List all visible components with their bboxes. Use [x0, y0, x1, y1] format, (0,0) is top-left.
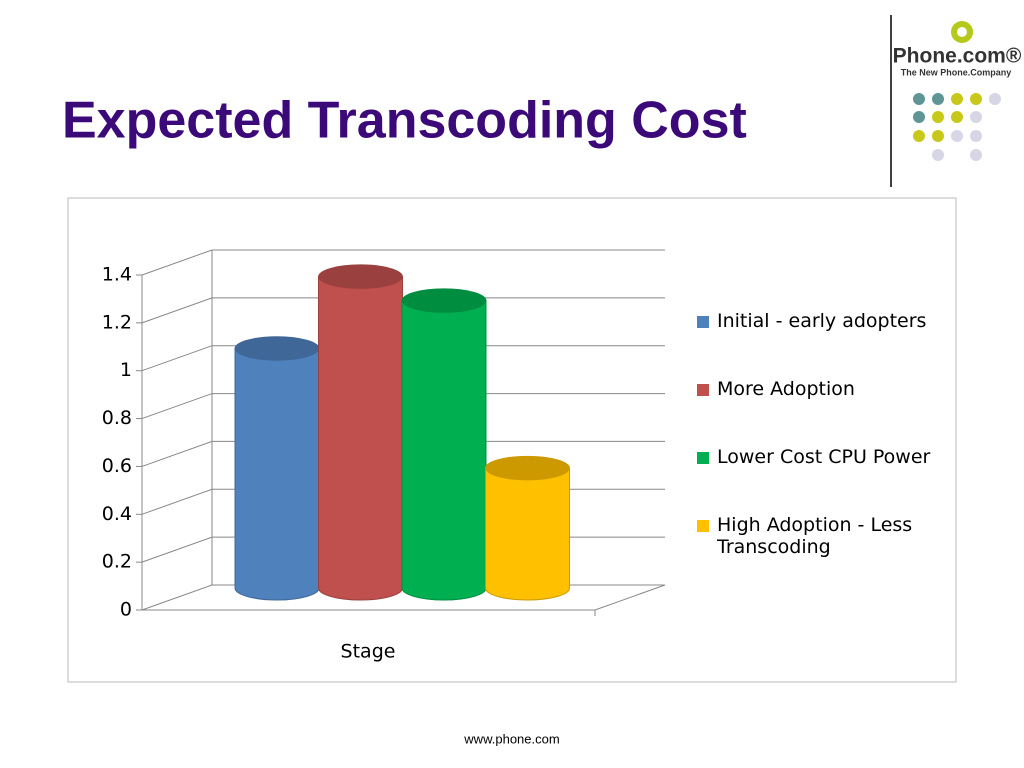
- bar-group: [318, 264, 403, 601]
- bar-top: [402, 288, 486, 313]
- y-tick-label: 1.2: [102, 311, 132, 333]
- bar: [234, 336, 320, 601]
- legend-label: Lower Cost CPU Power: [717, 446, 931, 468]
- legend-item: Lower Cost CPU Power: [697, 446, 952, 514]
- logo-name: Phone.com®: [893, 45, 1022, 68]
- grid-line: [141, 249, 665, 276]
- bar-group: [485, 455, 570, 601]
- grid-line: [141, 440, 665, 467]
- bar-top: [318, 264, 403, 289]
- grid-line: [141, 345, 665, 372]
- bar: [318, 264, 403, 601]
- logo-dots: [913, 93, 1001, 161]
- legend-item: High Adoption - Less Transcoding: [697, 514, 952, 582]
- logo-icon: [957, 27, 967, 37]
- y-tick-label: 0.2: [102, 551, 132, 573]
- y-tick-label: 0.4: [102, 503, 132, 525]
- y-tick-label: 0.8: [102, 407, 132, 429]
- legend: Initial - early adopters More Adoption Low…: [697, 310, 952, 582]
- legend-item: More Adoption: [697, 378, 952, 446]
- y-tick-label: 1.4: [102, 264, 132, 286]
- bar: [401, 288, 487, 601]
- legend-label: More Adoption: [717, 378, 855, 400]
- y-tick-label: 1: [120, 359, 132, 381]
- y-tick-label: 0: [120, 599, 132, 621]
- footer: www.phone.com: [463, 731, 559, 746]
- legend-label: High Adoption - Less Transcoding: [717, 514, 913, 558]
- y-tick-label: 0.6: [102, 455, 132, 477]
- logo-tagline: The New Phone.Company: [901, 67, 1012, 77]
- bar-group: [234, 336, 320, 601]
- legend-swatch: [697, 316, 709, 328]
- legend-swatch: [697, 452, 709, 464]
- grid-line: [141, 297, 665, 324]
- bar-top: [235, 336, 319, 361]
- bar-top: [485, 456, 570, 481]
- bar-group: [401, 288, 487, 601]
- legend-item: Initial - early adopters: [697, 310, 952, 378]
- x-tick-label: Stage: [341, 641, 396, 663]
- grid-line: [141, 393, 665, 420]
- chart-frame: [67, 197, 957, 683]
- legend-swatch: [697, 520, 709, 532]
- chart-title: Expected Transcoding Cost: [62, 92, 747, 150]
- legend-swatch: [697, 384, 709, 396]
- legend-label: Initial - early adopters: [717, 310, 927, 332]
